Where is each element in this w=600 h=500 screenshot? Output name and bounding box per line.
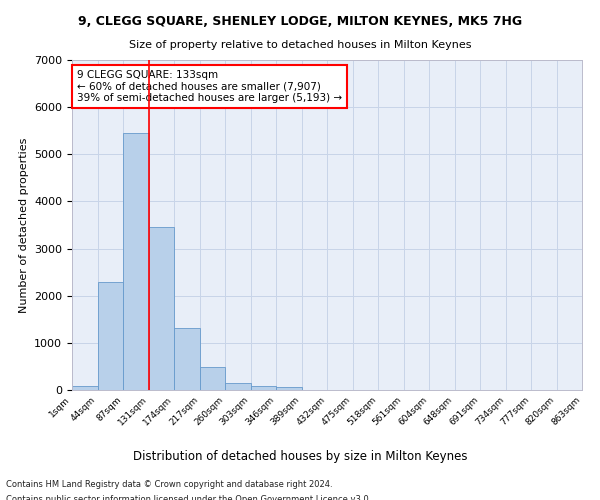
Bar <box>72 386 97 390</box>
Bar <box>199 368 225 390</box>
Text: Contains public sector information licensed under the Open Government Licence v3: Contains public sector information licen… <box>6 495 371 500</box>
Bar <box>97 282 123 390</box>
Bar <box>123 133 149 390</box>
Y-axis label: Number of detached properties: Number of detached properties <box>19 138 29 312</box>
Bar <box>174 328 199 390</box>
Text: 9, CLEGG SQUARE, SHENLEY LODGE, MILTON KEYNES, MK5 7HG: 9, CLEGG SQUARE, SHENLEY LODGE, MILTON K… <box>78 15 522 28</box>
Bar <box>276 388 302 390</box>
Bar <box>225 382 251 390</box>
Text: Contains HM Land Registry data © Crown copyright and database right 2024.: Contains HM Land Registry data © Crown c… <box>6 480 332 489</box>
Text: 9 CLEGG SQUARE: 133sqm
← 60% of detached houses are smaller (7,907)
39% of semi-: 9 CLEGG SQUARE: 133sqm ← 60% of detached… <box>77 70 342 103</box>
Bar <box>149 228 174 390</box>
Bar <box>251 386 276 390</box>
Text: Distribution of detached houses by size in Milton Keynes: Distribution of detached houses by size … <box>133 450 467 463</box>
Text: Size of property relative to detached houses in Milton Keynes: Size of property relative to detached ho… <box>129 40 471 50</box>
